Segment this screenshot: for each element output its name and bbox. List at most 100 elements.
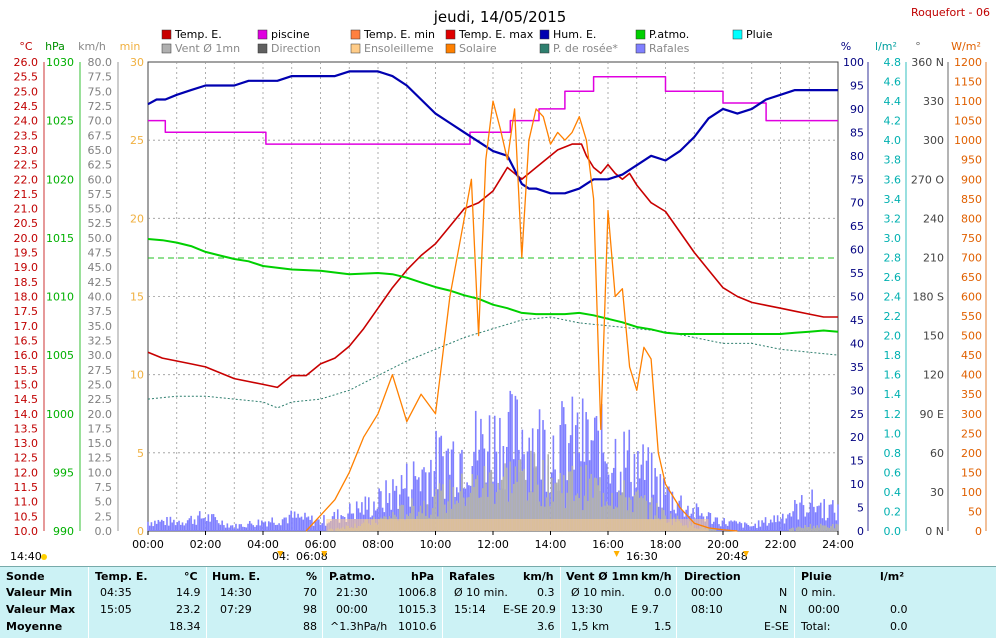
tick-dir: 300 bbox=[923, 134, 944, 147]
raf-min-value: 0.3 bbox=[537, 586, 555, 599]
tick-sol: 300 bbox=[961, 408, 982, 421]
raf-max-time: 15:14 bbox=[454, 603, 486, 616]
tick-wind: 2.5 bbox=[95, 510, 113, 523]
tick-temp: 15.5 bbox=[14, 364, 39, 377]
tick-press: 1020 bbox=[46, 173, 74, 186]
tick-wind: 12.5 bbox=[88, 452, 113, 465]
patm-avg-value: 1010.6 bbox=[398, 620, 437, 633]
tick-press: 1010 bbox=[46, 291, 74, 304]
tick-wind: 70.0 bbox=[88, 115, 113, 128]
tick-hum: 25 bbox=[850, 408, 864, 421]
tick-rain: 1.2 bbox=[884, 408, 902, 421]
legend-swatch bbox=[635, 43, 646, 54]
axis-unit-sol: W/m² bbox=[951, 40, 981, 53]
time-marker-arrow bbox=[613, 551, 620, 557]
tick-wind: 45.0 bbox=[88, 261, 113, 274]
temp-avg-value: 18.34 bbox=[169, 620, 201, 633]
tick-sol: 100 bbox=[961, 486, 982, 499]
legend: Temp. E. piscine Temp. E. min Temp. E. max H… bbox=[161, 28, 773, 55]
tick-dir: 60 bbox=[930, 447, 944, 460]
dir-min-value: N bbox=[779, 586, 788, 599]
sunrise-time: 06:08 bbox=[296, 550, 328, 563]
axis-unit-dir: ° bbox=[915, 40, 921, 53]
tick-sol: 900 bbox=[961, 173, 982, 186]
station-name: Roquefort - 06 bbox=[911, 6, 990, 19]
tick-press: 1025 bbox=[46, 115, 74, 128]
tick-rain: 1.0 bbox=[884, 427, 902, 440]
tick-min: 5 bbox=[137, 447, 144, 460]
dir-min-time: 00:00 bbox=[691, 586, 723, 599]
tick-press: 1015 bbox=[46, 232, 74, 245]
time-marker-arrow bbox=[743, 551, 749, 557]
tick-rain: 0.4 bbox=[884, 486, 902, 499]
legend-entry: Direction bbox=[271, 42, 321, 55]
x-tick-label: 04:00 bbox=[247, 538, 279, 551]
tick-min: 10 bbox=[130, 369, 144, 382]
x-tick-label: 08:00 bbox=[362, 538, 394, 551]
tick-dir: 270 O bbox=[911, 173, 944, 186]
tick-wind: 80.0 bbox=[88, 56, 113, 69]
tick-wind: 5.0 bbox=[95, 496, 113, 509]
tick-wind: 72.5 bbox=[88, 100, 113, 113]
tick-press: 1005 bbox=[46, 349, 74, 362]
tick-temp: 10.5 bbox=[14, 510, 39, 523]
tick-wind: 67.5 bbox=[88, 129, 113, 142]
tick-rain: 3.2 bbox=[884, 212, 902, 225]
tick-sol: 200 bbox=[961, 447, 982, 460]
sun-icon bbox=[41, 554, 47, 560]
tick-temp: 19.0 bbox=[14, 261, 39, 274]
tick-rain: 3.4 bbox=[884, 193, 902, 206]
hdr-pluie-unit: l/m² bbox=[880, 570, 905, 583]
tick-temp: 25.0 bbox=[14, 85, 39, 98]
tick-rain: 0.6 bbox=[884, 466, 902, 479]
tick-hum: 40 bbox=[850, 337, 864, 350]
series-piscine bbox=[148, 75, 838, 145]
legend-swatch bbox=[539, 29, 550, 40]
tick-temp: 14.5 bbox=[14, 393, 39, 406]
legend-entry: P.atmo. bbox=[649, 28, 689, 41]
tick-temp: 18.5 bbox=[14, 276, 39, 289]
hdr-patm: P.atmo. bbox=[329, 570, 376, 583]
tick-dir: 0 N bbox=[925, 525, 944, 538]
tick-wind: 32.5 bbox=[88, 334, 113, 347]
axis-unit-rain: l/m² bbox=[875, 40, 897, 53]
legend-swatch bbox=[539, 43, 550, 54]
tick-temp: 15.0 bbox=[14, 378, 39, 391]
x-tick-label: 00:00 bbox=[132, 538, 164, 551]
tick-min: 20 bbox=[130, 212, 144, 225]
tick-sol: 1150 bbox=[954, 76, 982, 89]
tick-wind: 22.5 bbox=[88, 393, 113, 406]
tick-sol: 600 bbox=[961, 291, 982, 304]
tick-press: 1000 bbox=[46, 408, 74, 421]
tick-temp: 23.5 bbox=[14, 129, 39, 142]
legend-entry: piscine bbox=[271, 28, 310, 41]
tick-dir: 30 bbox=[930, 486, 944, 499]
axis-unit-hum: % bbox=[841, 40, 851, 53]
legend-swatch bbox=[732, 29, 743, 40]
legend-entry: Temp. E. max bbox=[458, 28, 534, 41]
tick-hum: 10 bbox=[850, 478, 864, 491]
hdr-sonde: Sonde bbox=[6, 570, 45, 583]
row-label: Valeur Max bbox=[6, 603, 76, 616]
legend-swatch bbox=[635, 29, 646, 40]
tick-hum: 55 bbox=[850, 267, 864, 280]
tick-press: 995 bbox=[53, 466, 74, 479]
tick-temp: 20.5 bbox=[14, 217, 39, 230]
tick-temp: 21.5 bbox=[14, 188, 39, 201]
hdr-dir: Direction bbox=[684, 570, 741, 583]
stats-row-avg: Moyenne 18.34 88 ^1.3hPa/h 1010.6 3.6 1,… bbox=[0, 620, 996, 636]
axis-unit-temp: °C bbox=[19, 40, 33, 53]
tick-wind: 42.5 bbox=[88, 276, 113, 289]
tick-hum: 80 bbox=[850, 150, 864, 163]
tick-dir: 240 bbox=[923, 212, 944, 225]
tick-rain: 0.0 bbox=[884, 525, 902, 538]
tick-temp: 14.0 bbox=[14, 408, 39, 421]
legend-swatch bbox=[161, 29, 172, 40]
x-tick-label: 20:00 bbox=[707, 538, 739, 551]
tick-rain: 4.4 bbox=[884, 95, 902, 108]
tick-hum: 45 bbox=[850, 314, 864, 327]
legend-entry: Ensoleilleme bbox=[364, 42, 434, 55]
raf-min-time: Ø 10 min. bbox=[454, 586, 508, 599]
legend-swatch bbox=[445, 43, 456, 54]
pluie-total-label: Total: bbox=[801, 620, 831, 633]
